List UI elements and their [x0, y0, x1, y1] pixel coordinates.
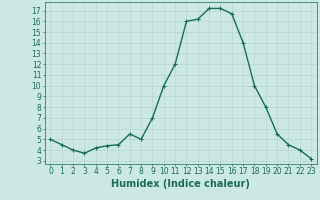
X-axis label: Humidex (Indice chaleur): Humidex (Indice chaleur)	[111, 179, 250, 189]
